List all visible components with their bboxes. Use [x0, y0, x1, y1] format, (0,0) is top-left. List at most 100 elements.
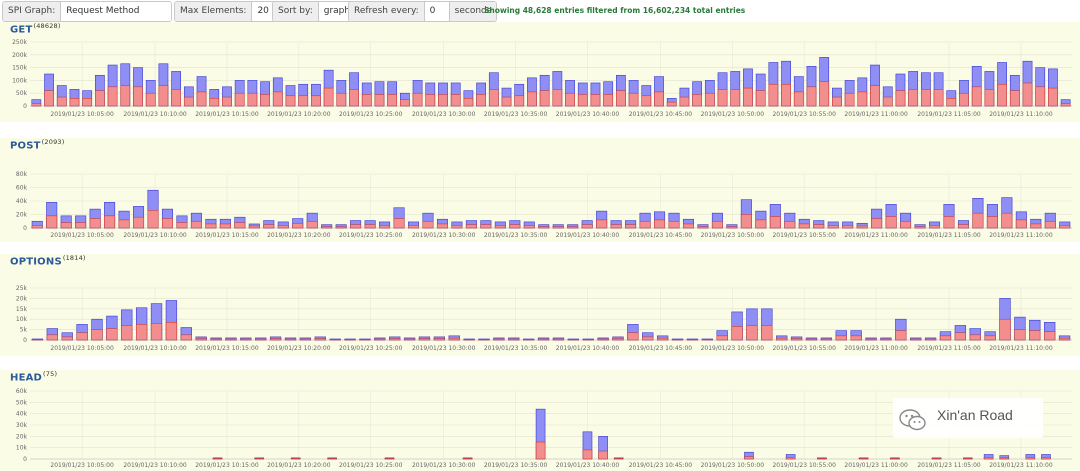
bar-part	[1044, 331, 1056, 341]
bar-part	[1030, 223, 1042, 229]
bar-part	[222, 96, 232, 107]
x-tick-label: 2019/01/23 11:05:00	[917, 111, 981, 118]
x-tick-label: 2019/01/23 10:50:00	[701, 462, 765, 469]
sort-by-control[interactable]: Sort by: graph	[272, 1, 354, 22]
bar-part	[327, 458, 337, 460]
y-tick-label: 20k	[16, 433, 28, 440]
bar-part	[1001, 212, 1013, 229]
bar-part	[1014, 329, 1026, 341]
x-tick-label: 2019/01/23 10:15:00	[195, 111, 259, 118]
x-tick-label: 2019/01/23 10:10:00	[123, 345, 187, 352]
bar-part	[95, 90, 105, 107]
bar-part	[393, 218, 405, 229]
bar-part	[790, 338, 803, 341]
bar-part	[716, 335, 728, 341]
bar-part	[299, 338, 312, 341]
bar-part	[565, 92, 575, 107]
bar-part	[463, 98, 474, 107]
bar-part	[730, 89, 741, 107]
bar-part	[924, 338, 937, 341]
bar-part	[135, 324, 148, 341]
x-tick-label: 2019/01/23 10:45:00	[629, 345, 693, 352]
bar-part	[1041, 457, 1051, 460]
x-tick-label: 2019/01/23 11:00:00	[844, 111, 908, 118]
panel-title: GET(48628)	[10, 22, 61, 36]
bar-part	[150, 323, 163, 341]
bar-part	[746, 325, 758, 341]
watermark: Xin'an Road	[893, 398, 1043, 438]
bar-part	[819, 81, 830, 107]
y-tick-label: 0	[23, 337, 27, 344]
x-tick-label: 2019/01/23 11:05:00	[917, 345, 981, 352]
bar-part	[523, 225, 535, 229]
bar-part	[311, 95, 321, 107]
bar-part	[761, 325, 773, 341]
refresh-control[interactable]: Refresh every: 0 seconds	[348, 1, 498, 22]
bar-part	[552, 338, 565, 341]
bar-part	[908, 89, 919, 107]
bar-part	[234, 222, 246, 229]
y-tick-label: 0	[23, 456, 27, 463]
x-tick-label: 2019/01/23 10:55:00	[772, 111, 836, 118]
bar-part	[717, 89, 728, 107]
bar-part	[196, 91, 207, 107]
y-tick-label: 40k	[16, 411, 28, 418]
bar-part	[628, 92, 639, 107]
x-tick-label: 2019/01/23 10:50:00	[701, 232, 765, 239]
x-tick-label: 2019/01/23 10:05:00	[50, 462, 114, 469]
bar-part	[865, 338, 877, 341]
bar-part	[743, 87, 753, 107]
bar-part	[612, 338, 624, 341]
x-tick-label: 2019/01/23 10:30:00	[412, 232, 476, 239]
bar-part	[384, 458, 395, 460]
bar-part	[654, 91, 664, 107]
bar-part	[997, 83, 1007, 107]
bar-part	[625, 224, 637, 229]
refresh-input[interactable]: 0	[424, 2, 449, 21]
bar-part	[755, 90, 766, 107]
bar-part	[158, 85, 169, 107]
x-tick-label: 2019/01/23 10:55:00	[772, 345, 836, 352]
bar-part	[957, 224, 969, 229]
x-tick-label: 2019/01/23 10:05:00	[50, 111, 114, 118]
bar-part	[476, 94, 486, 107]
bar-part	[387, 94, 398, 107]
bar-part	[654, 219, 666, 229]
bar-part	[106, 328, 118, 341]
bar-part	[290, 458, 301, 460]
y-tick-label: 150k	[12, 65, 27, 72]
bar-part	[933, 89, 944, 107]
x-tick-label: 2019/01/23 10:45:00	[629, 111, 693, 118]
x-tick-label: 2019/01/23 10:10:00	[123, 111, 187, 118]
bar-part	[277, 225, 289, 229]
bar-part	[176, 222, 188, 229]
x-tick-label: 2019/01/23 10:10:00	[123, 232, 187, 239]
x-tick-label: 2019/01/23 11:10:00	[989, 462, 1053, 469]
bar-part	[806, 86, 817, 107]
bar-part	[69, 98, 80, 107]
bar-part	[61, 336, 73, 341]
bar-part	[349, 89, 359, 107]
bar-part	[946, 98, 957, 107]
max-elements-input[interactable]: 20	[252, 2, 279, 21]
spi-graph-select[interactable]: SPI Graph: Request Method	[2, 1, 173, 22]
bar-part	[910, 338, 922, 341]
y-tick-label: 0	[23, 103, 27, 110]
bar-part	[744, 456, 754, 460]
x-tick-label: 2019/01/23 10:05:00	[50, 232, 114, 239]
bar-part	[240, 338, 252, 341]
bar-part	[514, 95, 525, 107]
bar-part	[46, 334, 58, 341]
max-elements-control[interactable]: Max Elements: 20	[174, 1, 280, 22]
bar-part	[929, 225, 941, 229]
bar-part	[422, 220, 434, 229]
spi-graph-field[interactable]: Request Method	[61, 2, 172, 21]
sort-by-select[interactable]: graph	[318, 2, 353, 21]
bar-part	[844, 92, 855, 107]
bar-part	[613, 458, 624, 460]
bar-part	[590, 94, 601, 107]
bar-part	[451, 225, 463, 229]
y-tick-label: 250k	[12, 39, 27, 46]
x-tick-label: 2019/01/23 11:10:00	[989, 111, 1053, 118]
bar-part	[488, 89, 499, 107]
